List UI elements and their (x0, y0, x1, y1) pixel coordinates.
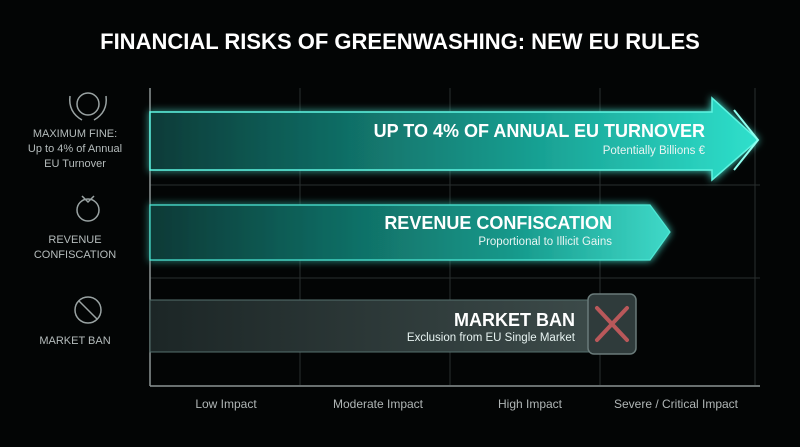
icons (69, 92, 107, 324)
x-axis-label: Severe / Critical Impact (614, 397, 739, 411)
x-axis-label: Moderate Impact (333, 397, 424, 411)
title: FINANCIAL RISKS OF GREENWASHING: NEW EU … (100, 29, 700, 54)
x-axis: Low Impact Moderate Impact High Impact Seve… (195, 397, 738, 411)
rows: MAXIMUM FINE: Up to 4% of Annual EU Turnov… (28, 121, 706, 347)
row-label: CONFISCATION (34, 249, 116, 261)
row-subtitle: Proportional to Illicit Gains (478, 236, 612, 248)
row-title: UP TO 4% OF ANNUAL EU TURNOVER (374, 121, 705, 141)
row-title: REVENUE CONFISCATION (384, 213, 612, 233)
row-subtitle: Potentially Billions € (603, 145, 706, 157)
row-subtitle: Exclusion from EU Single Market (407, 332, 576, 344)
row-label: EU Turnover (44, 158, 106, 170)
row-label: MARKET BAN (39, 335, 110, 347)
bars (149, 96, 760, 355)
x-axis-label: High Impact (498, 397, 563, 411)
row-label: MAXIMUM FINE: (33, 128, 117, 140)
row-title: MARKET BAN (454, 310, 575, 330)
row-label: Up to 4% of Annual (28, 143, 122, 155)
ban-cross (595, 306, 629, 342)
confiscation-bar (149, 204, 671, 261)
ban-bar (149, 299, 596, 353)
x-axis-label: Low Impact (195, 397, 257, 411)
fine-arrow (149, 96, 760, 182)
row-label: REVENUE (48, 234, 101, 246)
